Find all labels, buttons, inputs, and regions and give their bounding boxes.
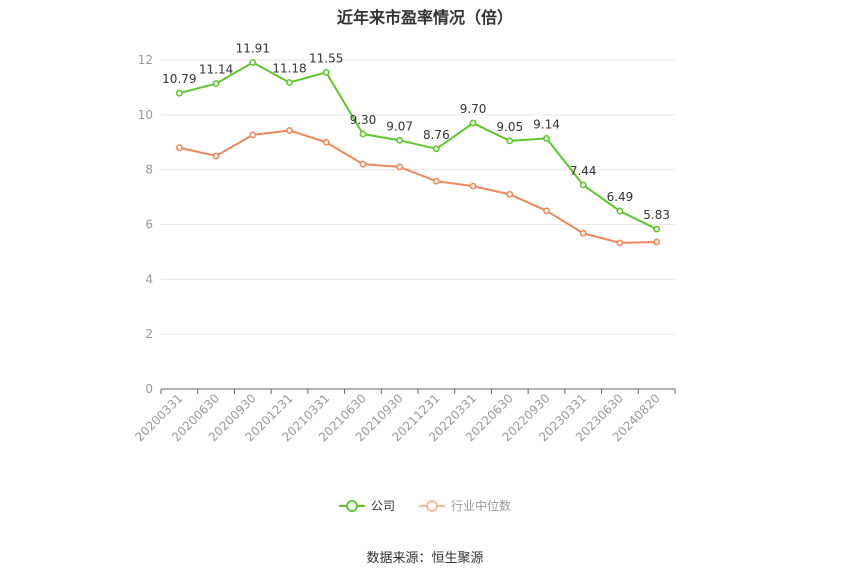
data-point-industry <box>506 190 514 198</box>
data-point-company <box>322 68 330 76</box>
data-point-company <box>653 225 661 233</box>
data-label-company: 7.44 <box>570 164 597 178</box>
data-label-company: 8.76 <box>423 128 450 142</box>
data-point-industry <box>359 160 367 168</box>
axes: 0246810122020033120200630202009302020123… <box>132 53 676 444</box>
data-point-company <box>616 207 624 215</box>
data-point-industry <box>322 138 330 146</box>
series-line-company <box>179 61 658 231</box>
data-point-company <box>432 145 440 153</box>
data-point-industry <box>653 238 661 246</box>
data-point-company <box>543 135 550 142</box>
data-label-company: 11.14 <box>199 63 233 77</box>
data-label-company: 6.49 <box>607 190 634 204</box>
data-point-industry <box>212 152 220 160</box>
data-source-note: 数据来源：恒生聚源 <box>366 551 484 566</box>
data-label-company: 9.30 <box>350 113 377 127</box>
legend-label-industry: 行业中位数 <box>451 499 512 513</box>
y-tick-label: 2 <box>145 327 153 341</box>
data-label-company: 10.79 <box>162 72 196 86</box>
data-point-company <box>396 136 404 144</box>
data-label-company: 11.91 <box>236 41 270 55</box>
data-point-industry <box>543 207 550 215</box>
data-point-company <box>286 79 293 86</box>
data-point-company <box>212 80 220 87</box>
data-point-company <box>175 89 183 97</box>
legend-item-company[interactable]: 公司 <box>338 497 395 514</box>
data-point-industry <box>616 239 624 247</box>
series <box>175 59 661 247</box>
data-label-company: 9.14 <box>533 117 560 131</box>
legend-marker-industry-icon <box>419 499 445 512</box>
data-point-company <box>249 59 257 66</box>
data-point-industry <box>579 229 587 237</box>
data-label-company: 9.07 <box>386 119 413 133</box>
y-tick-label: 12 <box>138 53 153 67</box>
data-point-company <box>579 181 587 189</box>
data-point-industry <box>469 182 477 190</box>
y-tick-label: 10 <box>138 108 153 122</box>
y-tick-label: 4 <box>145 272 153 286</box>
legend-label-company: 公司 <box>370 499 395 513</box>
y-tick-label: 8 <box>145 163 153 177</box>
data-point-company <box>469 119 477 127</box>
data-label-company: 9.05 <box>496 120 523 134</box>
data-label-company: 9.70 <box>460 102 487 116</box>
data-point-industry <box>396 163 404 171</box>
data-point-industry <box>432 177 440 185</box>
legend: 公司 行业中位数 <box>0 497 850 514</box>
data-point-company <box>359 130 367 138</box>
legend-marker-company-icon <box>338 499 365 512</box>
data-point-industry <box>175 144 183 152</box>
chart-title: 近年来市盈率情况（倍） <box>336 8 513 27</box>
data-label-company: 11.18 <box>272 61 306 75</box>
y-tick-label: 0 <box>145 382 153 396</box>
data-point-industry <box>249 131 257 139</box>
series-line-industry <box>179 129 657 244</box>
legend-item-industry[interactable]: 行业中位数 <box>419 497 511 514</box>
data-label-company: 5.83 <box>643 208 670 222</box>
data-label-company: 11.55 <box>309 51 343 65</box>
data-point-company <box>506 137 514 145</box>
grid-lines <box>161 59 675 335</box>
data-point-industry <box>286 127 293 134</box>
y-tick-label: 6 <box>145 218 153 232</box>
